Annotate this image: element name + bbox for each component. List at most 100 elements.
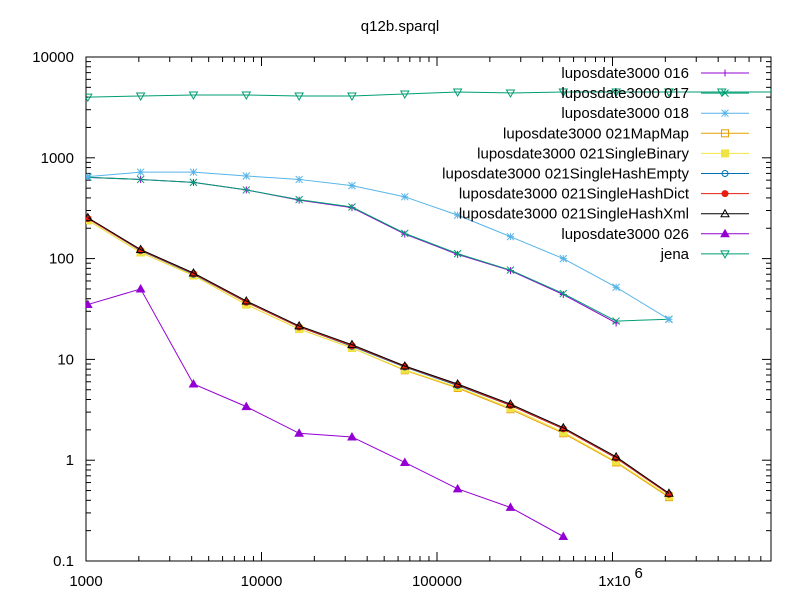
series-4 xyxy=(86,216,673,501)
legend-entry: jena xyxy=(660,246,749,263)
data-point xyxy=(612,283,620,292)
data-point xyxy=(294,320,304,330)
legend-entry: luposdate3000 021SingleBinary xyxy=(477,145,749,162)
legend-label: luposdate3000 021SingleBinary xyxy=(477,145,689,162)
x-tick-exponent: 6 xyxy=(635,565,643,582)
data-point xyxy=(664,488,674,497)
data-point xyxy=(611,88,621,97)
data-point xyxy=(295,175,303,184)
data-point xyxy=(348,181,356,190)
data-point xyxy=(348,203,356,211)
data-point xyxy=(558,531,569,541)
data-point xyxy=(399,457,410,466)
data-point xyxy=(452,88,463,97)
data-point xyxy=(453,249,462,258)
data-point xyxy=(505,399,516,408)
data-point xyxy=(86,172,92,181)
data-point xyxy=(294,92,304,102)
legend-marker xyxy=(721,89,729,97)
data-point xyxy=(558,88,569,97)
data-point xyxy=(665,315,673,324)
chart-title: q12b.sparql xyxy=(361,18,439,35)
legend-entry: luposdate3000 017 xyxy=(561,85,749,102)
series-line xyxy=(87,176,669,322)
series-line xyxy=(87,288,564,537)
data-point xyxy=(453,211,462,219)
legend-marker xyxy=(720,208,730,218)
data-point xyxy=(189,168,198,177)
series-7 xyxy=(86,212,674,497)
legend-entry: luposdate3000 026 xyxy=(561,226,749,243)
data-point xyxy=(505,502,516,511)
data-point xyxy=(400,229,409,238)
series-2 xyxy=(86,168,673,324)
legend-label: luposdate3000 016 xyxy=(561,65,689,82)
data-point xyxy=(136,168,145,177)
legend-marker xyxy=(721,69,729,77)
legend-label: luposdate3000 017 xyxy=(561,85,689,102)
legend-label: jena xyxy=(660,246,690,263)
data-point xyxy=(452,483,463,493)
legend-label: luposdate3000 026 xyxy=(561,226,689,243)
legend-marker xyxy=(720,228,730,238)
data-point xyxy=(452,379,463,388)
legend-marker xyxy=(721,170,729,177)
legend-entry: luposdate3000 021SingleHashEmpty xyxy=(442,166,749,183)
legend-marker xyxy=(721,190,729,198)
data-point xyxy=(400,192,409,201)
data-point xyxy=(347,431,357,441)
data-point xyxy=(664,88,674,97)
data-point xyxy=(135,283,146,293)
data-point xyxy=(188,91,199,100)
legend-label: luposdate3000 021MapMap xyxy=(503,125,689,142)
series-line xyxy=(87,91,771,98)
legend-marker xyxy=(721,149,729,158)
legend-entry: luposdate3000 021SingleHashDict xyxy=(459,186,749,203)
data-point xyxy=(242,186,251,194)
y-tick-label: 0.1 xyxy=(53,553,74,570)
legend-marker xyxy=(720,250,730,259)
data-point xyxy=(189,178,198,187)
data-point xyxy=(612,317,620,325)
series-line xyxy=(87,218,670,495)
legend-label: luposdate3000 018 xyxy=(561,105,689,122)
data-point xyxy=(295,195,303,204)
data-point xyxy=(241,295,252,305)
series-line xyxy=(87,219,670,497)
data-point xyxy=(86,93,93,103)
series-line xyxy=(87,171,670,320)
series-line xyxy=(87,217,670,494)
data-point xyxy=(506,266,515,274)
x-tick-label: 1000 xyxy=(69,573,102,590)
data-point xyxy=(188,267,199,277)
legend-entry: luposdate3000 021MapMap xyxy=(503,125,749,142)
data-point xyxy=(86,299,93,309)
legend: luposdate3000 016 luposdate3000 017 luposd… xyxy=(442,65,749,263)
data-point xyxy=(241,91,252,100)
y-tick-label: 10000 xyxy=(32,49,74,66)
x-tick-label: 10000 xyxy=(241,573,283,590)
data-point xyxy=(558,422,569,432)
data-point xyxy=(611,451,621,461)
axes: 0.1 1 10 100 1000 10000 1000 10000 100000 1x10 6 xyxy=(32,49,772,590)
legend-label: luposdate3000 021SingleHashDict xyxy=(459,186,690,203)
series-layer xyxy=(86,88,771,541)
y-tick-label: 100 xyxy=(49,251,74,268)
data-point xyxy=(506,232,515,241)
data-point xyxy=(347,339,357,349)
x-tick-label: 100000 xyxy=(412,573,462,590)
series-9 xyxy=(86,88,771,103)
legend-entry: luposdate3000 018 xyxy=(561,105,749,122)
data-point xyxy=(347,92,357,102)
legend-label: luposdate3000 021SingleHashXml xyxy=(459,206,689,223)
data-point xyxy=(559,254,568,263)
x-tick-label: 1x10 xyxy=(598,573,631,590)
series-6 xyxy=(86,214,673,498)
y-tick-label: 1000 xyxy=(41,150,74,167)
data-point xyxy=(241,401,252,411)
data-point xyxy=(242,172,251,180)
legend-entry: luposdate3000 016 xyxy=(561,65,749,82)
legend-entry: luposdate3000 021SingleHashXml xyxy=(459,206,749,223)
data-point xyxy=(399,360,410,370)
